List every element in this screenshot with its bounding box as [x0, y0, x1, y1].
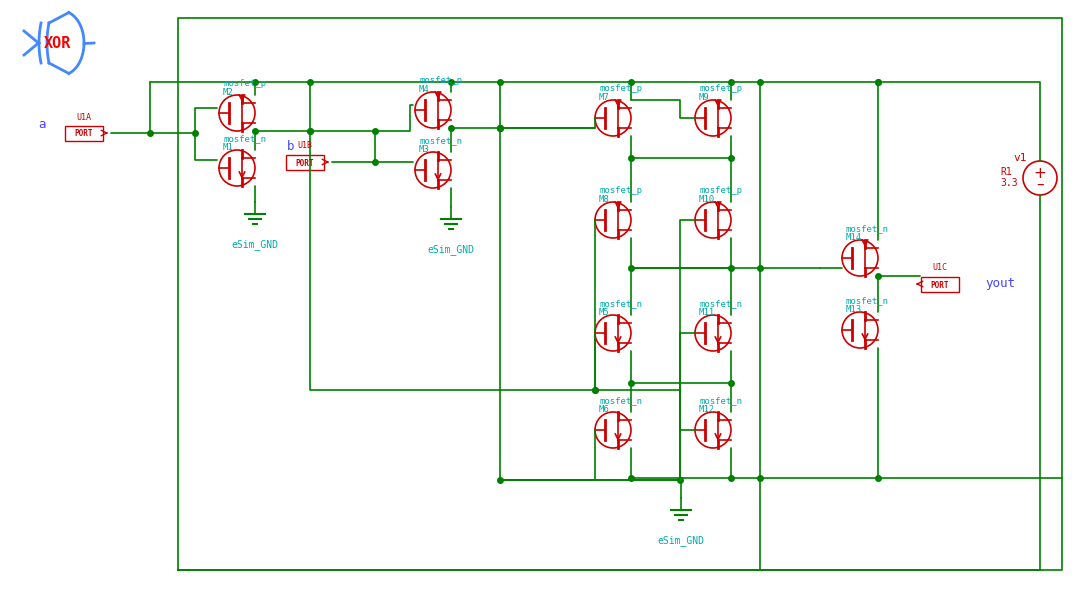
Text: M9: M9: [699, 93, 710, 102]
FancyBboxPatch shape: [65, 125, 103, 140]
Text: yout: yout: [985, 277, 1015, 291]
Text: mosfet_n: mosfet_n: [846, 296, 889, 305]
Text: U1C: U1C: [932, 263, 947, 272]
Text: +: +: [1034, 165, 1047, 181]
Text: mosfet_p: mosfet_p: [599, 84, 642, 93]
Text: M12: M12: [699, 405, 715, 414]
Text: M4: M4: [419, 85, 430, 94]
Text: PORT: PORT: [75, 130, 93, 139]
FancyBboxPatch shape: [286, 154, 324, 170]
Text: a: a: [38, 117, 45, 131]
Text: M14: M14: [846, 233, 862, 242]
Text: PORT: PORT: [296, 159, 314, 167]
Text: mosfet_n: mosfet_n: [222, 134, 266, 143]
Text: U1B: U1B: [297, 142, 312, 151]
Text: M11: M11: [699, 308, 715, 317]
Text: R1: R1: [1000, 167, 1012, 177]
Text: mosfet_p: mosfet_p: [699, 84, 742, 93]
Text: M13: M13: [846, 305, 862, 314]
Text: M8: M8: [599, 195, 610, 204]
FancyBboxPatch shape: [921, 277, 959, 291]
Text: mosfet_n: mosfet_n: [699, 396, 742, 405]
Text: eSim_GND: eSim_GND: [658, 535, 704, 546]
Text: mosfet_n: mosfet_n: [599, 396, 642, 405]
Text: mosfet_n: mosfet_n: [699, 299, 742, 308]
Text: M10: M10: [699, 195, 715, 204]
Text: M1: M1: [222, 143, 233, 152]
Text: U1A: U1A: [77, 112, 92, 122]
Text: XOR: XOR: [43, 36, 70, 52]
Text: mosfet_n: mosfet_n: [599, 299, 642, 308]
Text: mosfet_p: mosfet_p: [699, 186, 742, 195]
Text: mosfet_n: mosfet_n: [846, 224, 889, 233]
Text: mosfet_n: mosfet_n: [419, 136, 462, 145]
Text: M7: M7: [599, 93, 610, 102]
Text: eSim_GND: eSim_GND: [231, 239, 279, 250]
Text: M6: M6: [599, 405, 610, 414]
Text: mosfet_p: mosfet_p: [222, 79, 266, 88]
Text: PORT: PORT: [931, 280, 949, 289]
Text: mosfet_p: mosfet_p: [599, 186, 642, 195]
Text: –: –: [1036, 176, 1043, 192]
Text: M5: M5: [599, 308, 610, 317]
Text: mosfet_p: mosfet_p: [419, 76, 462, 85]
Text: v1: v1: [1013, 153, 1027, 163]
Text: b: b: [287, 139, 295, 153]
Text: 3.3: 3.3: [1000, 178, 1017, 188]
Text: M2: M2: [222, 88, 233, 97]
Text: eSim_GND: eSim_GND: [428, 244, 474, 255]
Text: M3: M3: [419, 145, 430, 154]
